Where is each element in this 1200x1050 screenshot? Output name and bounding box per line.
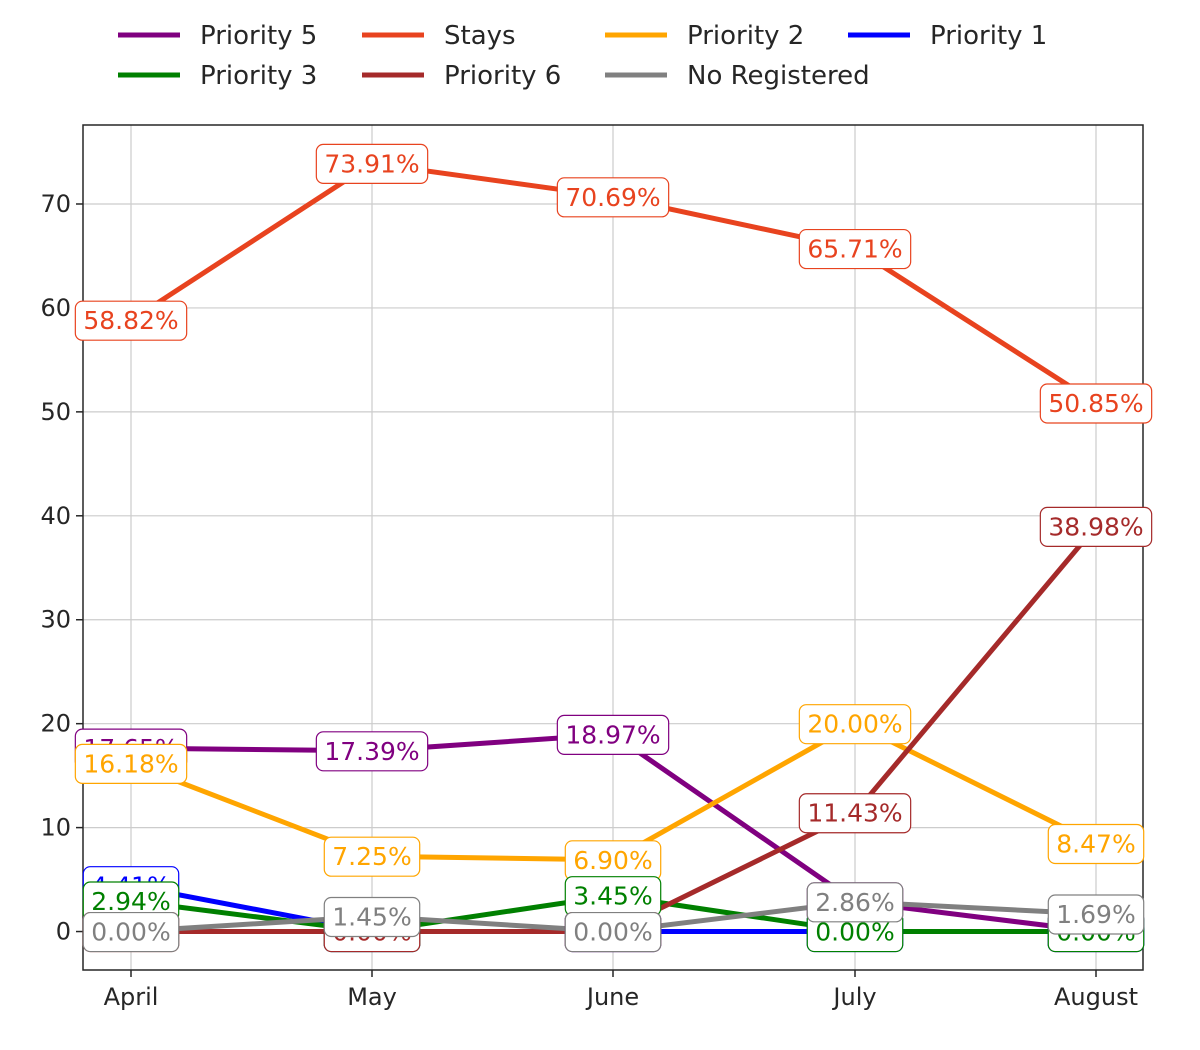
legend-item-no-registered: No Registered <box>605 61 870 91</box>
data-label-text: 73.91% <box>324 149 419 178</box>
data-label-text: 11.43% <box>807 799 902 828</box>
data-label-priority-3-april: 2.94% <box>82 881 180 922</box>
data-label-text: 16.18% <box>83 749 178 778</box>
data-label-text: 2.94% <box>91 887 170 916</box>
data-label-box <box>1039 506 1153 548</box>
data-label-no-registered-august: 1.69% <box>1047 894 1145 935</box>
data-label-box <box>556 177 670 218</box>
legend: Priority 5 Stays Priority 2 Priority 1 Prior… <box>118 21 1047 91</box>
legend-label: Priority 2 <box>687 21 804 51</box>
legend-item-priority-5: Priority 5 <box>118 21 317 51</box>
data-label-box <box>1039 383 1153 424</box>
data-label-box <box>315 143 429 184</box>
data-label-box <box>564 911 662 953</box>
legend-item-priority-6: Priority 6 <box>362 61 561 91</box>
data-label-text: 17.39% <box>324 737 419 766</box>
data-label-box <box>798 793 912 834</box>
x-tick-label-june: June <box>585 983 639 1011</box>
data-label-text: 8.47% <box>1056 830 1135 859</box>
data-label-text: 2.86% <box>815 888 894 917</box>
data-label-no-registered-june: 0.00% <box>564 911 662 953</box>
data-label-text: 0.00% <box>573 918 652 947</box>
y-tick-label: 20 <box>40 710 71 738</box>
data-label-box <box>798 704 912 745</box>
data-label-text: 1.69% <box>1056 900 1135 929</box>
data-label-stays-august: 50.85% <box>1039 383 1153 424</box>
data-label-box <box>74 743 188 784</box>
x-tick-label-april: April <box>104 983 159 1011</box>
data-label-priority-5-may: 17.39% <box>315 731 429 772</box>
data-label-text: 65.71% <box>807 235 902 264</box>
y-tick-label: 10 <box>40 814 71 842</box>
data-label-no-registered-july: 2.86% <box>806 882 904 923</box>
legend-label: Priority 6 <box>444 61 561 91</box>
y-tick-label: 50 <box>40 398 71 426</box>
legend-item-stays: Stays <box>362 21 516 51</box>
legend-label: Priority 1 <box>930 21 1047 51</box>
data-label-box <box>1047 894 1145 935</box>
legend-label: Stays <box>444 21 516 51</box>
data-label-text: 0.00% <box>91 918 170 947</box>
data-label-text: 38.98% <box>1048 512 1143 541</box>
data-label-box <box>798 228 912 270</box>
data-label-box <box>556 714 670 755</box>
legend-item-priority-1: Priority 1 <box>848 21 1047 51</box>
data-label-text: 70.69% <box>565 183 660 212</box>
data-label-priority-6-august: 38.98% <box>1039 506 1153 548</box>
data-label-priority-2-august: 8.47% <box>1047 823 1145 865</box>
data-label-priority-2-june: 6.90% <box>564 840 662 881</box>
y-tick-label: 0 <box>56 918 71 946</box>
y-tick-label: 70 <box>40 190 71 218</box>
data-label-box <box>323 896 421 938</box>
x-tick-label-may: May <box>347 983 397 1011</box>
data-label-priority-2-july: 20.00% <box>798 704 912 745</box>
y-tick-label: 40 <box>40 502 71 530</box>
data-label-text: 3.45% <box>573 882 652 911</box>
data-label-stays-june: 70.69% <box>556 177 670 218</box>
legend-label: Priority 3 <box>200 61 317 91</box>
data-label-no-registered-may: 1.45% <box>323 896 421 938</box>
data-label-text: 50.85% <box>1048 389 1143 418</box>
data-label-text: 1.45% <box>332 902 411 931</box>
legend-item-priority-3: Priority 3 <box>118 61 317 91</box>
data-label-text: 7.25% <box>332 842 411 871</box>
axes: 0 10 20 30 40 50 60 70 April May June July August <box>40 124 1144 1011</box>
data-label-stays-july: 65.71% <box>798 228 912 270</box>
data-label-box <box>74 300 188 341</box>
data-label-stays-april: 58.82% <box>74 300 188 341</box>
data-label-priority-5-june: 18.97% <box>556 714 670 755</box>
data-label-text: 58.82% <box>83 306 178 335</box>
data-label-no-registered-april: 0.00% <box>82 911 180 953</box>
y-tick-label: 60 <box>40 294 71 322</box>
data-label-stays-may: 73.91% <box>315 143 429 184</box>
data-label-box <box>323 836 421 877</box>
data-labels: 17.65%17.39%18.97%2.86%0.00%58.82%73.91%… <box>74 143 1153 953</box>
data-label-text: 18.97% <box>565 720 660 749</box>
data-label-priority-6-july: 11.43% <box>798 793 912 834</box>
legend-item-priority-2: Priority 2 <box>605 21 804 51</box>
data-label-box <box>82 911 180 953</box>
legend-label: No Registered <box>687 61 870 91</box>
x-tick-label-august: August <box>1054 983 1138 1011</box>
data-label-box <box>806 882 904 923</box>
legend-label: Priority 5 <box>200 21 317 51</box>
data-label-text: 6.90% <box>573 846 652 875</box>
data-label-priority-3-june: 3.45% <box>564 876 662 917</box>
data-label-box <box>315 731 429 772</box>
data-label-priority-2-april: 16.18% <box>74 743 188 784</box>
data-label-text: 20.00% <box>807 710 902 739</box>
data-label-priority-2-may: 7.25% <box>323 836 421 877</box>
x-tick-label-july: July <box>831 983 876 1011</box>
y-tick-label: 30 <box>40 606 71 634</box>
data-label-box <box>1047 823 1145 865</box>
